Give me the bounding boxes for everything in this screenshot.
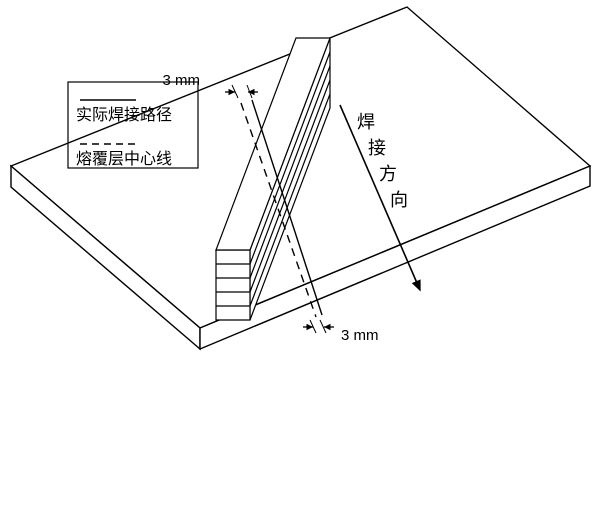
- legend-solid-label: 实际焊接路径: [76, 106, 172, 124]
- direction-label-char: 向: [390, 190, 408, 210]
- dim-top-label: 3 mm: [163, 72, 201, 89]
- dim-bottom-label: 3 mm: [341, 327, 379, 344]
- legend-dashed-label: 熔覆层中心线: [76, 150, 172, 168]
- welding-diagram: 3 mm 3 mm 实际焊接路径熔覆层中心线 焊接方向: [0, 0, 601, 514]
- direction-label-char: 方: [379, 164, 397, 184]
- direction-label-char: 接: [368, 138, 386, 158]
- direction-label-char: 焊: [357, 112, 375, 132]
